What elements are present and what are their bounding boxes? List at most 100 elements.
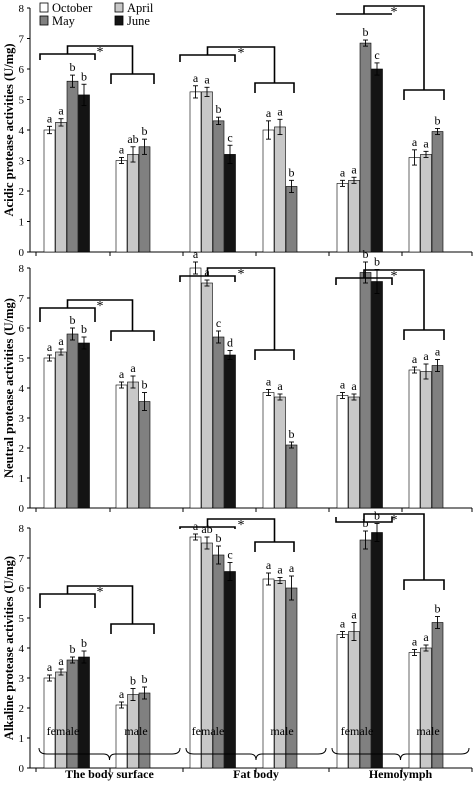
bar bbox=[408, 652, 421, 769]
significance-letter: b bbox=[81, 69, 87, 83]
y-axis-label: Acidic protease activities (U/mg) bbox=[2, 44, 16, 217]
significance-letter: ab bbox=[127, 132, 138, 146]
bar bbox=[66, 333, 79, 509]
significance-letter: a bbox=[47, 111, 53, 125]
significance-letter: a bbox=[423, 630, 429, 644]
significance-letter: b bbox=[142, 378, 148, 392]
significance-letter: b bbox=[130, 674, 136, 688]
significance-letter: a bbox=[58, 654, 64, 668]
y-tick-label: 4 bbox=[19, 643, 25, 655]
bar bbox=[43, 129, 56, 253]
bar bbox=[408, 369, 421, 509]
bar bbox=[212, 336, 225, 509]
bar bbox=[336, 183, 349, 253]
y-tick-label: 1 bbox=[19, 733, 25, 745]
bar bbox=[274, 126, 286, 253]
y-tick-label: 4 bbox=[19, 125, 25, 137]
legend-swatch-may bbox=[39, 15, 49, 26]
significance-letter: d bbox=[227, 336, 233, 350]
bar bbox=[336, 395, 349, 509]
legend-label-april: April bbox=[127, 1, 154, 15]
significance-letter: a bbox=[277, 104, 283, 118]
bar bbox=[262, 129, 275, 253]
significance-letter: b bbox=[81, 322, 87, 336]
bar bbox=[431, 365, 444, 509]
legend: October April May June bbox=[39, 1, 154, 28]
chart-panels: 0 1 2 3 4 5 6 7 8 Acidic protease activities (U/m… bbox=[2, 3, 473, 775]
bar bbox=[189, 267, 202, 509]
bar bbox=[420, 647, 432, 769]
bar bbox=[431, 622, 444, 769]
category-label-female: female bbox=[341, 724, 374, 738]
significance-star: * bbox=[391, 269, 398, 284]
y-tick-label: 7 bbox=[19, 553, 25, 565]
y-tick-label: 7 bbox=[19, 293, 25, 305]
significance-letter: a bbox=[351, 162, 357, 176]
sex-comparison-bracket bbox=[206, 46, 276, 83]
significance-letter: ab bbox=[201, 522, 212, 536]
category-label-female: female bbox=[47, 724, 80, 738]
significance-letter: b bbox=[363, 25, 369, 39]
y-tick-label: 6 bbox=[19, 323, 25, 335]
sex-comparison-bracket bbox=[363, 269, 425, 330]
bar bbox=[274, 580, 286, 769]
sex-comparison-bracket bbox=[66, 45, 134, 74]
significance-letter: b bbox=[70, 642, 76, 656]
y-tick-label: 0 bbox=[19, 763, 25, 775]
legend-swatch-october bbox=[39, 2, 49, 13]
significance-letter: b bbox=[142, 124, 148, 138]
bar bbox=[66, 80, 79, 253]
bar bbox=[189, 91, 202, 253]
tissue-group-brace bbox=[38, 747, 181, 761]
sex-comparison-bracket bbox=[66, 299, 134, 331]
significance-letter: b bbox=[216, 531, 222, 545]
y-tick-label: 4 bbox=[19, 383, 25, 395]
bar bbox=[285, 587, 298, 769]
male-group-bracket bbox=[254, 349, 295, 360]
chart-panel-3: 0 1 2 3 4 5 6 7 8 Alkaline protease activities (U… bbox=[2, 509, 473, 775]
y-axis-label: Neutral protease activities (U/mg) bbox=[2, 298, 16, 478]
bar bbox=[420, 154, 432, 253]
y-tick-label: 6 bbox=[19, 64, 25, 76]
y-tick-label: 5 bbox=[19, 613, 25, 625]
chart-panel-2: 0 1 2 3 4 5 6 7 8 Neutral protease activities (U/… bbox=[2, 247, 473, 515]
bar bbox=[359, 42, 372, 253]
bar bbox=[336, 634, 349, 769]
significance-letter: c bbox=[227, 130, 232, 144]
y-tick-label: 2 bbox=[19, 186, 25, 198]
male-group-bracket bbox=[110, 330, 155, 341]
bar bbox=[115, 160, 128, 253]
bar bbox=[138, 401, 151, 509]
bar bbox=[262, 578, 275, 769]
bar bbox=[78, 656, 90, 769]
bar bbox=[55, 351, 67, 509]
y-tick-label: 8 bbox=[19, 523, 25, 535]
bar bbox=[348, 631, 360, 769]
legend-label-may: May bbox=[52, 14, 76, 28]
legend-label-october: October bbox=[52, 1, 93, 15]
significance-letter: a bbox=[47, 340, 53, 354]
significance-letter: a bbox=[119, 687, 125, 701]
bar bbox=[371, 281, 383, 509]
y-tick-label: 1 bbox=[19, 473, 25, 485]
female-group-bracket bbox=[39, 307, 96, 322]
y-tick-label: 8 bbox=[19, 263, 25, 275]
bar bbox=[127, 154, 139, 253]
significance-letter: b bbox=[216, 102, 222, 116]
bar bbox=[408, 157, 421, 253]
bar bbox=[359, 272, 372, 509]
significance-letter: a bbox=[412, 635, 418, 649]
significance-letter: b bbox=[70, 313, 76, 327]
y-tick-label: 2 bbox=[19, 703, 25, 715]
bar bbox=[224, 571, 236, 769]
male-group-bracket bbox=[403, 89, 445, 100]
bar bbox=[78, 94, 90, 253]
bar bbox=[224, 354, 236, 509]
x-axis-categories: female male The body surface female male Fat … bbox=[38, 724, 470, 781]
bar bbox=[212, 120, 225, 253]
significance-letter: c bbox=[374, 48, 379, 62]
tissue-label: The body surface bbox=[65, 767, 154, 781]
significance-letter: a bbox=[289, 561, 295, 575]
significance-letter: a bbox=[266, 106, 272, 120]
